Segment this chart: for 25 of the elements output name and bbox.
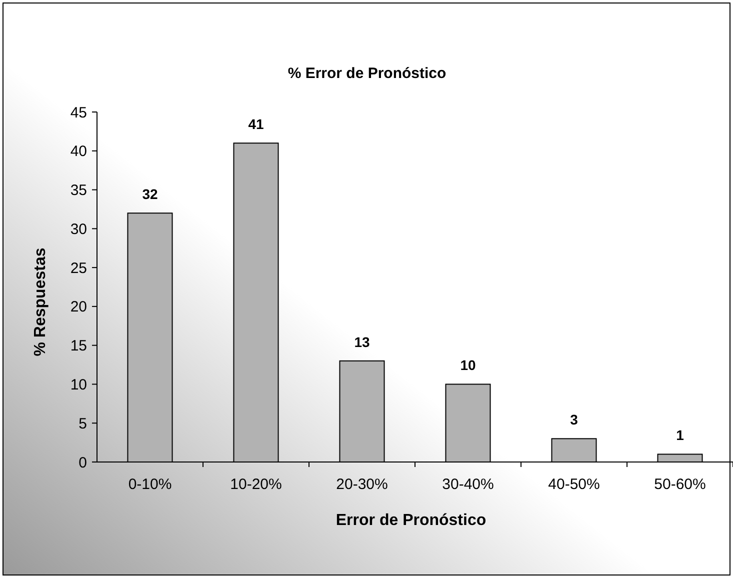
x-tick-label: 40-50%: [548, 476, 600, 493]
x-tick-label: 50-60%: [654, 476, 706, 493]
y-tick-label: 45: [70, 104, 87, 122]
y-tick-label: 20: [70, 298, 87, 316]
data-label: 10: [460, 357, 476, 374]
data-label: 13: [354, 334, 370, 350]
data-label: 3: [570, 412, 578, 428]
y-tick-label: 5: [78, 415, 87, 432]
data-label: 1: [676, 427, 684, 444]
y-tick-label: 10: [70, 376, 87, 394]
y-tick-label: 15: [70, 338, 87, 355]
data-label: 41: [248, 116, 264, 132]
x-axis-title: Error de Pronóstico: [336, 512, 486, 529]
x-tick-label: 10-20%: [230, 476, 282, 493]
y-tick-label: 30: [70, 220, 87, 238]
y-tick-label: 0: [78, 454, 87, 472]
y-tick-label: 25: [70, 260, 87, 277]
x-tick-label: 30-40%: [442, 476, 494, 493]
y-tick-label: 35: [70, 182, 87, 200]
x-tick-label: 0-10%: [128, 476, 172, 493]
x-tick-label: 20-30%: [336, 476, 388, 493]
chart-title: % Error de Pronóstico: [288, 65, 446, 82]
y-tick-label: 40: [70, 143, 87, 160]
data-label: 32: [142, 186, 158, 202]
y-axis-title: % Respuestas: [32, 248, 49, 356]
